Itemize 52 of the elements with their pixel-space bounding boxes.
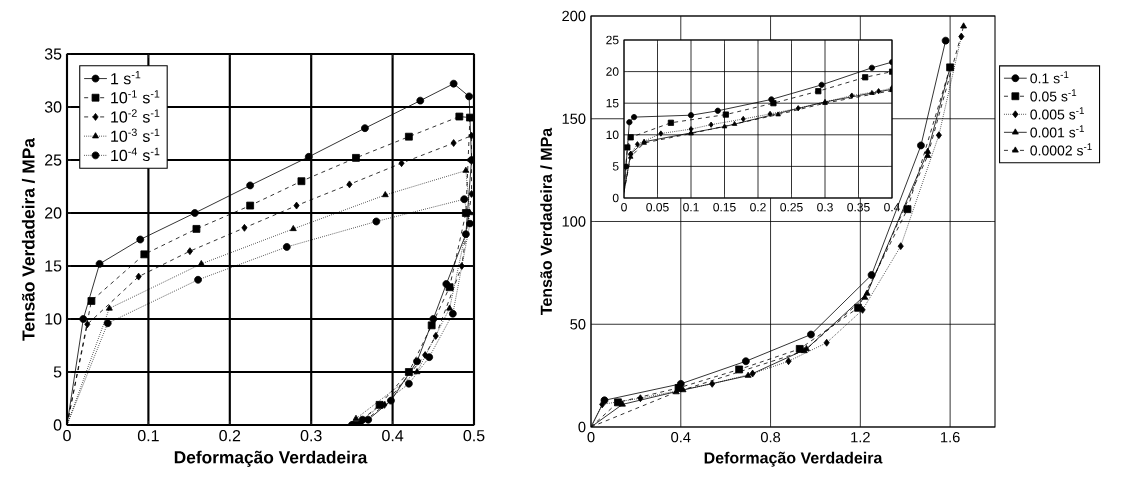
y-tick-label: 25	[606, 35, 619, 45]
x-tick-label: 0.1	[137, 429, 159, 442]
x-tick-label: 0.5	[463, 429, 485, 442]
x-tick-label: 0.3	[817, 202, 833, 212]
legend-label: 0.1 s$^{-1}$	[1030, 71, 1069, 84]
x-tick-label: 0	[63, 429, 71, 442]
x-tick-label: 0.15	[713, 202, 736, 212]
y-tick-label: 10	[45, 313, 62, 325]
legend-label: 10$^{-3}$ s$^{-1}$	[111, 128, 160, 142]
x-tick-label: 0.2	[750, 202, 766, 212]
y-tick-label: 200	[562, 10, 586, 22]
x-axis-title: Deformação Verdadeira	[174, 450, 368, 467]
y-tick-label: 0	[53, 419, 62, 431]
y-tick-label: 25	[45, 154, 62, 166]
x-tick-label: 0.2	[219, 429, 241, 442]
y-tick-label: 30	[44, 101, 62, 113]
x-tick-label: 0.4	[884, 202, 900, 212]
y-tick-label: 35	[44, 48, 62, 60]
x-tick-label: 0.4	[382, 429, 404, 442]
y-tick-label: 20	[45, 207, 62, 219]
y-tick-label: 5	[53, 366, 62, 378]
x-tick-label: 1.2	[851, 431, 870, 443]
y-tick-label: 10	[606, 130, 619, 140]
legend-label: 10$^{-4}$ s$^{-1}$	[111, 147, 160, 162]
legend-label: 0.0002 s$^{-1}$	[1030, 143, 1092, 156]
y-tick-label: 150	[562, 113, 586, 124]
legend-label: 0.005 s$^{-1}$	[1030, 107, 1084, 120]
x-tick-label: 0.3	[300, 429, 322, 442]
x-tick-label: 0	[621, 202, 627, 212]
y-axis-title: Tensão Verdadeira / MPa	[540, 127, 553, 315]
y-tick-label: 100	[562, 216, 586, 227]
legend-label: 10$^{-2}$ s$^{-1}$	[111, 109, 160, 123]
y-tick-label: 20	[606, 67, 619, 76]
legend-label: 1 s$^{-1}$	[111, 70, 141, 85]
x-axis-title: Deformação Verdadeira	[704, 451, 883, 467]
x-tick-label: 0.25	[780, 202, 803, 212]
y-tick-label: 15	[45, 260, 62, 272]
x-tick-label: 1.6	[941, 431, 960, 443]
x-tick-label: 0.1	[683, 202, 699, 212]
y-axis-title: Tensão Verdadeira / MPa	[21, 137, 35, 341]
y-tick-label: 0	[578, 421, 586, 433]
x-tick-label: 0.4	[671, 431, 691, 443]
legend-label: 0.001 s$^{-1}$	[1030, 125, 1084, 138]
x-tick-label: 0.8	[760, 431, 781, 443]
legend-label: 0.05 s$^{-1}$	[1030, 89, 1077, 102]
y-tick-label: 0	[612, 193, 619, 203]
y-tick-label: 5	[612, 162, 619, 171]
legend-label: 10$^{-1}$ s$^{-1}$	[111, 90, 160, 104]
y-tick-label: 15	[606, 99, 619, 108]
x-tick-label: 0.05	[646, 202, 669, 212]
y-tick-label: 50	[570, 319, 586, 330]
x-tick-label: 0	[587, 431, 595, 443]
